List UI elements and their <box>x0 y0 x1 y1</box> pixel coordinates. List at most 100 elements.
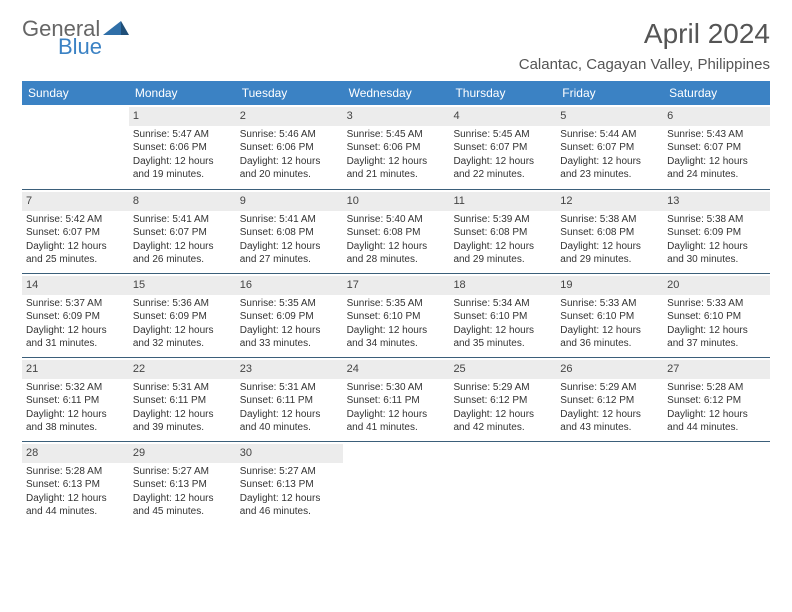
calendar-day-cell: 26Sunrise: 5:29 AMSunset: 6:12 PMDayligh… <box>556 357 663 441</box>
calendar-header-cell: Saturday <box>663 81 770 105</box>
day-number <box>22 107 129 126</box>
sunrise-line: Sunrise: 5:37 AM <box>26 297 125 311</box>
day-number: 21 <box>22 360 129 379</box>
day-number: 1 <box>129 107 236 126</box>
sunset-line: Sunset: 6:08 PM <box>453 226 552 240</box>
calendar-header-cell: Wednesday <box>343 81 450 105</box>
sunset-line: Sunset: 6:08 PM <box>240 226 339 240</box>
calendar-week-row: 21Sunrise: 5:32 AMSunset: 6:11 PMDayligh… <box>22 357 770 441</box>
page-header: General Blue April 2024 Calantac, Cagaya… <box>22 18 770 73</box>
daylight-line: Daylight: 12 hours and 40 minutes. <box>240 408 339 435</box>
sunset-line: Sunset: 6:10 PM <box>347 310 446 324</box>
sunset-line: Sunset: 6:09 PM <box>133 310 232 324</box>
day-number: 29 <box>129 444 236 463</box>
sunrise-line: Sunrise: 5:27 AM <box>240 465 339 479</box>
calendar-header-row: SundayMondayTuesdayWednesdayThursdayFrid… <box>22 81 770 105</box>
daylight-line: Daylight: 12 hours and 19 minutes. <box>133 155 232 182</box>
sunrise-line: Sunrise: 5:33 AM <box>667 297 766 311</box>
sunrise-line: Sunrise: 5:43 AM <box>667 128 766 142</box>
daylight-line: Daylight: 12 hours and 24 minutes. <box>667 155 766 182</box>
daylight-line: Daylight: 12 hours and 23 minutes. <box>560 155 659 182</box>
daylight-line: Daylight: 12 hours and 22 minutes. <box>453 155 552 182</box>
sunrise-line: Sunrise: 5:36 AM <box>133 297 232 311</box>
sunrise-line: Sunrise: 5:35 AM <box>347 297 446 311</box>
sunset-line: Sunset: 6:10 PM <box>560 310 659 324</box>
calendar-day-cell: 16 Sunrise: 5:35 AMSunset: 6:09 PMDayligh… <box>236 273 343 357</box>
day-number: 22 <box>129 360 236 379</box>
sunset-line: Sunset: 6:07 PM <box>560 141 659 155</box>
day-number <box>663 444 770 463</box>
sunset-line: Sunset: 6:06 PM <box>133 141 232 155</box>
day-number: 23 <box>236 360 343 379</box>
sunrise-line: Sunrise: 5:31 AM <box>133 381 232 395</box>
sunrise-line: Sunrise: 5:30 AM <box>347 381 446 395</box>
day-number <box>449 444 556 463</box>
day-number: 26 <box>556 360 663 379</box>
daylight-line: Daylight: 12 hours and 41 minutes. <box>347 408 446 435</box>
calendar-day-cell: 27Sunrise: 5:28 AMSunset: 6:12 PMDayligh… <box>663 357 770 441</box>
sunrise-line: Sunrise: 5:45 AM <box>347 128 446 142</box>
sunset-line: Sunset: 6:07 PM <box>453 141 552 155</box>
calendar-day-blank <box>343 441 450 525</box>
sunrise-line: Sunrise: 5:28 AM <box>26 465 125 479</box>
day-number <box>556 444 663 463</box>
calendar-day-blank <box>22 105 129 189</box>
calendar-day-cell: 4Sunrise: 5:45 AMSunset: 6:07 PMDaylight… <box>449 105 556 189</box>
day-number: 27 <box>663 360 770 379</box>
day-number: 20 <box>663 276 770 295</box>
sunrise-line: Sunrise: 5:35 AM <box>240 297 339 311</box>
sunset-line: Sunset: 6:09 PM <box>240 310 339 324</box>
daylight-line: Daylight: 12 hours and 25 minutes. <box>26 240 125 267</box>
calendar-day-cell: 10Sunrise: 5:40 AMSunset: 6:08 PMDayligh… <box>343 189 450 273</box>
calendar-week-row: 14Sunrise: 5:37 AMSunset: 6:09 PMDayligh… <box>22 273 770 357</box>
location-subtitle: Calantac, Cagayan Valley, Philippines <box>519 56 770 73</box>
sunset-line: Sunset: 6:11 PM <box>240 394 339 408</box>
calendar-day-cell: 8Sunrise: 5:41 AMSunset: 6:07 PMDaylight… <box>129 189 236 273</box>
sunset-line: Sunset: 6:10 PM <box>667 310 766 324</box>
sunrise-line: Sunrise: 5:45 AM <box>453 128 552 142</box>
daylight-line: Daylight: 12 hours and 34 minutes. <box>347 324 446 351</box>
sunset-line: Sunset: 6:06 PM <box>347 141 446 155</box>
calendar-header-cell: Friday <box>556 81 663 105</box>
calendar-day-cell: 1Sunrise: 5:47 AMSunset: 6:06 PMDaylight… <box>129 105 236 189</box>
daylight-line: Daylight: 12 hours and 31 minutes. <box>26 324 125 351</box>
sunset-line: Sunset: 6:12 PM <box>453 394 552 408</box>
calendar-day-cell: 13Sunrise: 5:38 AMSunset: 6:09 PMDayligh… <box>663 189 770 273</box>
sunrise-line: Sunrise: 5:42 AM <box>26 213 125 227</box>
day-number: 16 <box>236 276 343 295</box>
logo: General Blue <box>22 18 129 58</box>
daylight-line: Daylight: 12 hours and 44 minutes. <box>26 492 125 519</box>
daylight-line: Daylight: 12 hours and 37 minutes. <box>667 324 766 351</box>
sunset-line: Sunset: 6:09 PM <box>667 226 766 240</box>
day-number <box>343 444 450 463</box>
day-number: 14 <box>22 276 129 295</box>
calendar-day-cell: 2Sunrise: 5:46 AMSunset: 6:06 PMDaylight… <box>236 105 343 189</box>
sunrise-line: Sunrise: 5:39 AM <box>453 213 552 227</box>
sunset-line: Sunset: 6:12 PM <box>560 394 659 408</box>
day-number: 19 <box>556 276 663 295</box>
sunset-line: Sunset: 6:08 PM <box>560 226 659 240</box>
calendar-day-cell: 21Sunrise: 5:32 AMSunset: 6:11 PMDayligh… <box>22 357 129 441</box>
day-number: 24 <box>343 360 450 379</box>
daylight-line: Daylight: 12 hours and 38 minutes. <box>26 408 125 435</box>
sunset-line: Sunset: 6:07 PM <box>26 226 125 240</box>
sunrise-line: Sunrise: 5:41 AM <box>240 213 339 227</box>
calendar-day-cell: 5Sunrise: 5:44 AMSunset: 6:07 PMDaylight… <box>556 105 663 189</box>
daylight-line: Daylight: 12 hours and 26 minutes. <box>133 240 232 267</box>
daylight-line: Daylight: 12 hours and 33 minutes. <box>240 324 339 351</box>
calendar: SundayMondayTuesdayWednesdayThursdayFrid… <box>22 81 770 525</box>
day-number: 18 <box>449 276 556 295</box>
daylight-line: Daylight: 12 hours and 45 minutes. <box>133 492 232 519</box>
sunrise-line: Sunrise: 5:32 AM <box>26 381 125 395</box>
calendar-day-cell: 24Sunrise: 5:30 AMSunset: 6:11 PMDayligh… <box>343 357 450 441</box>
daylight-line: Daylight: 12 hours and 30 minutes. <box>667 240 766 267</box>
day-number: 3 <box>343 107 450 126</box>
daylight-line: Daylight: 12 hours and 36 minutes. <box>560 324 659 351</box>
calendar-header-cell: Monday <box>129 81 236 105</box>
calendar-header-cell: Sunday <box>22 81 129 105</box>
calendar-day-cell: 11Sunrise: 5:39 AMSunset: 6:08 PMDayligh… <box>449 189 556 273</box>
daylight-line: Daylight: 12 hours and 29 minutes. <box>453 240 552 267</box>
sunrise-line: Sunrise: 5:28 AM <box>667 381 766 395</box>
daylight-line: Daylight: 12 hours and 27 minutes. <box>240 240 339 267</box>
calendar-day-blank <box>556 441 663 525</box>
